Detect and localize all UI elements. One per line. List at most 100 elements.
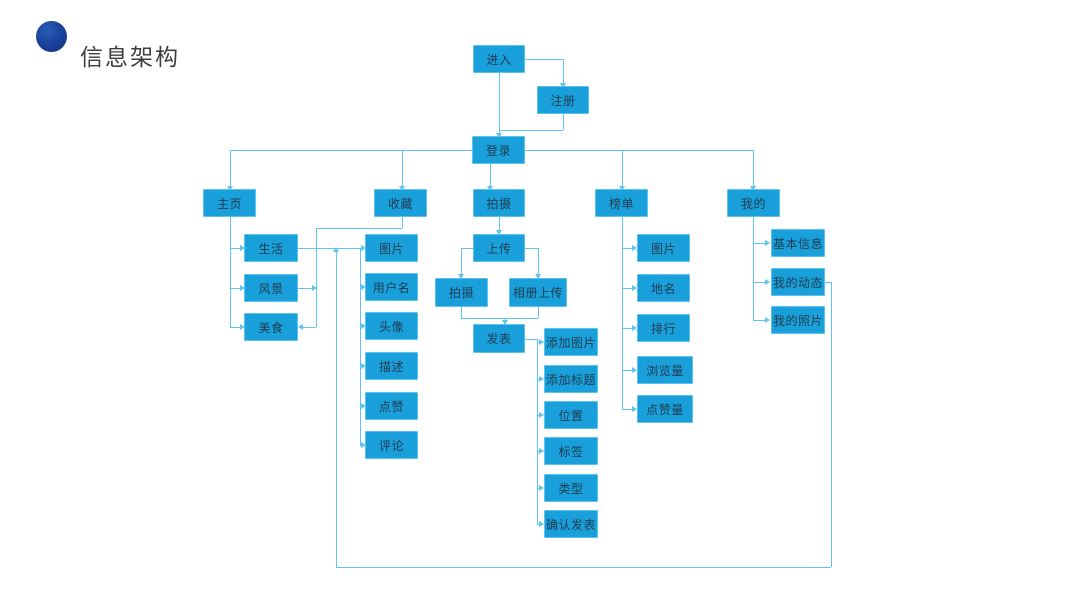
connector-line [230, 326, 241, 328]
arrow-head-icon [618, 186, 625, 191]
connector-line [335, 251, 337, 567]
connector-line [752, 150, 754, 187]
node-shoot-child: 拍摄 [435, 278, 488, 307]
connector-line [498, 217, 500, 231]
node-home: 主页 [203, 189, 256, 217]
connector-line [753, 281, 766, 283]
node-ranking: 榜单 [595, 189, 648, 217]
arrow-head-icon [486, 186, 493, 191]
connector-line [298, 247, 362, 249]
connector-line [336, 566, 831, 568]
arrow-head-icon [534, 274, 541, 279]
connector-line [537, 414, 540, 416]
arrow-head-icon [240, 284, 245, 291]
arrow-head-icon [240, 244, 245, 251]
arrow-head-icon [539, 338, 544, 345]
node-upload: 上传 [473, 234, 525, 262]
arrow-head-icon [312, 284, 317, 291]
node-type: 类型 [544, 474, 598, 502]
node-publish: 发表 [473, 324, 525, 353]
arrow-head-icon [298, 323, 303, 330]
connector-line [830, 282, 832, 567]
connector-line [562, 114, 564, 130]
connector-line [498, 73, 500, 134]
node-fav-avatar: 头像 [365, 312, 418, 340]
connector-line [230, 247, 241, 249]
node-food: 美食 [244, 313, 298, 341]
connector-line [622, 369, 633, 371]
arrow-head-icon [559, 83, 566, 88]
arrow-head-icon [398, 186, 405, 191]
connector-line [622, 287, 633, 289]
node-rank-place: 地名 [637, 274, 690, 302]
connector-line [316, 227, 402, 229]
connector-line [537, 248, 539, 275]
page-title: 信息架构 [80, 45, 180, 72]
connector-line [525, 58, 563, 60]
node-basic-info: 基本信息 [771, 229, 825, 257]
connector-line [621, 150, 623, 187]
arrow-head-icon [501, 320, 508, 325]
connector-line [536, 339, 538, 524]
arrow-head-icon [332, 247, 339, 252]
arrow-head-icon [539, 411, 544, 418]
arrow-head-icon [361, 441, 366, 448]
connector-line [622, 327, 633, 329]
arrow-head-icon [361, 362, 366, 369]
node-register: 注册 [537, 86, 589, 114]
connector-line [537, 487, 540, 489]
connector-line [401, 150, 403, 187]
connector-line [229, 217, 231, 327]
arrow-head-icon [361, 322, 366, 329]
connector-line [302, 326, 316, 328]
node-confirm-publish: 确认发表 [544, 510, 598, 538]
connector-line [460, 307, 462, 318]
arrow-head-icon [632, 405, 637, 412]
arrow-head-icon [632, 366, 637, 373]
connector-line [525, 338, 537, 340]
connector-line [622, 408, 633, 410]
arrow-head-icon [539, 484, 544, 491]
connector-line [753, 242, 766, 244]
node-album-upload: 相册上传 [509, 278, 567, 307]
arrow-head-icon [457, 274, 464, 279]
connector-line [825, 281, 831, 283]
connector-line [461, 317, 538, 319]
connector-line [460, 248, 462, 275]
connector-line [401, 217, 403, 228]
arrow-head-icon [361, 402, 366, 409]
arrow-head-icon [539, 447, 544, 454]
arrow-head-icon [632, 244, 637, 251]
node-enter: 进入 [473, 45, 525, 73]
node-fav-comment: 评论 [365, 431, 418, 459]
brand-dot-icon [36, 21, 67, 52]
node-add-title: 添加标题 [544, 365, 598, 393]
arrow-head-icon [765, 278, 770, 285]
connector-line [537, 450, 540, 452]
connector-line [489, 164, 491, 187]
arrow-head-icon [495, 133, 502, 138]
arrow-head-icon [361, 283, 366, 290]
connector-line [525, 247, 538, 249]
node-add-image: 添加图片 [544, 328, 598, 356]
connector-line [230, 287, 241, 289]
arrow-head-icon [765, 239, 770, 246]
node-tag: 标签 [544, 437, 598, 465]
arrow-head-icon [749, 186, 756, 191]
arrow-head-icon [765, 316, 770, 323]
arrow-head-icon [539, 520, 544, 527]
node-fav-username: 用户名 [365, 273, 418, 301]
connector-line [315, 228, 317, 327]
arrow-head-icon [632, 324, 637, 331]
connector-line [500, 129, 563, 131]
node-mine: 我的 [727, 189, 780, 217]
connector-line [537, 341, 540, 343]
connector-line [752, 217, 754, 320]
connector-line [562, 59, 564, 84]
node-rank-pic: 图片 [637, 234, 690, 262]
node-favorites: 收藏 [374, 189, 427, 217]
arrow-head-icon [226, 186, 233, 191]
arrow-head-icon [539, 375, 544, 382]
